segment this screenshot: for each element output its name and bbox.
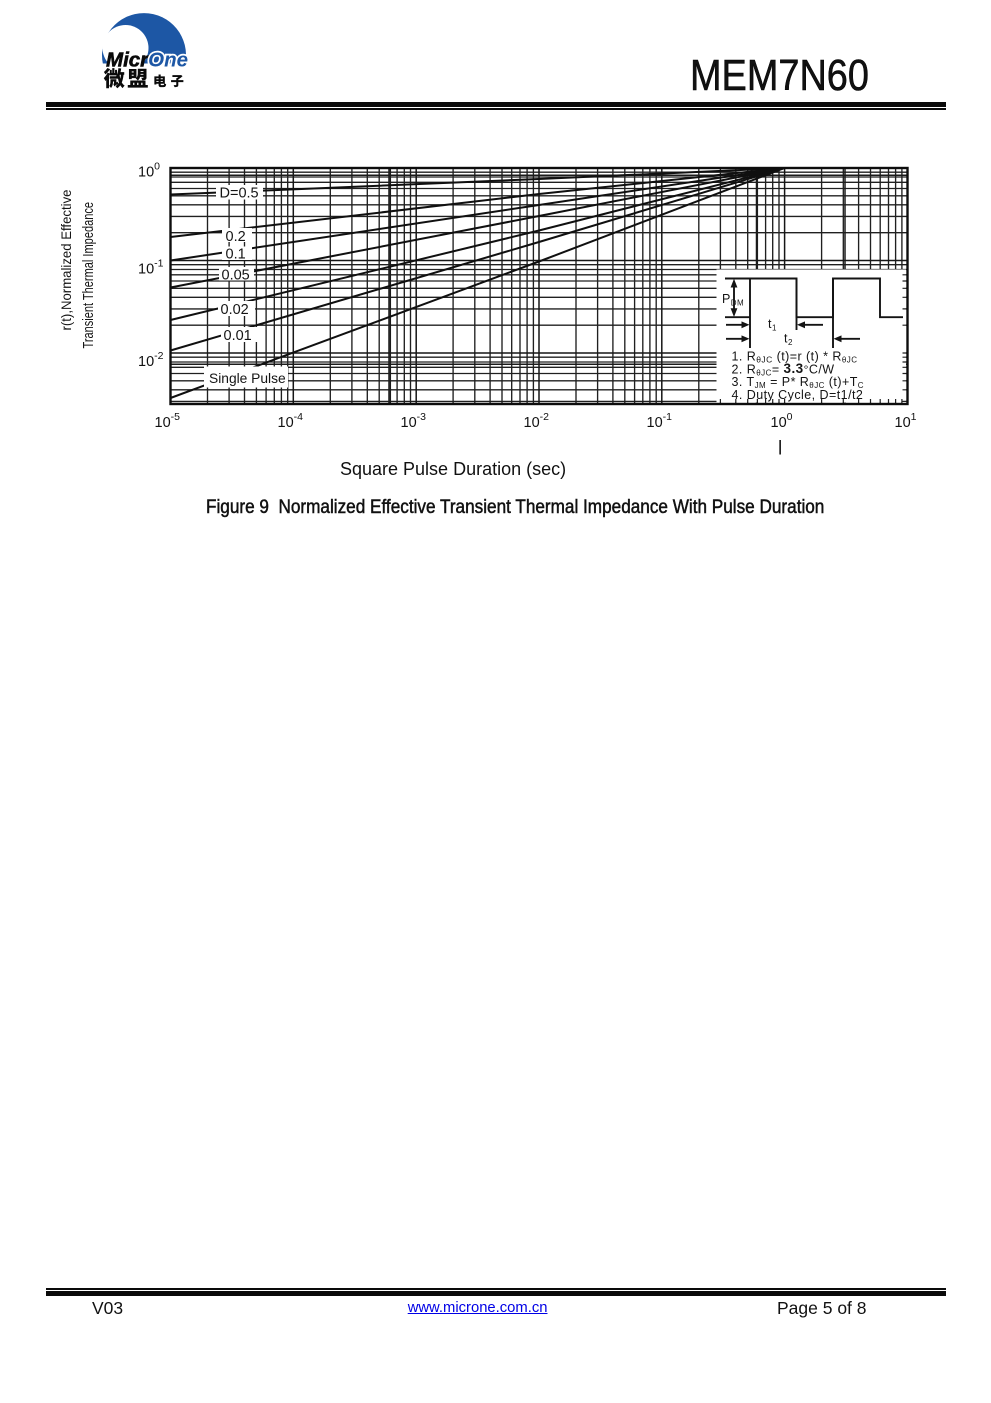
svg-text:t2: t2: [784, 332, 793, 348]
svg-text:0.1: 0.1: [226, 247, 246, 263]
svg-text:Single Pulse: Single Pulse: [209, 371, 286, 386]
svg-text:0.01: 0.01: [224, 328, 252, 344]
svg-text:101: 101: [895, 411, 917, 431]
svg-text:r(t),Normalized Effective: r(t),Normalized Effective: [58, 189, 74, 330]
svg-text:10-1: 10-1: [138, 258, 164, 278]
svg-text:Transient Thermal Impedance: Transient Thermal Impedance: [80, 202, 97, 349]
svg-text:MicrOne: MicrOne: [106, 49, 188, 72]
svg-text:10-2: 10-2: [138, 350, 164, 370]
svg-text:10-1: 10-1: [647, 411, 673, 431]
svg-text:10-2: 10-2: [524, 411, 550, 431]
svg-text:t1: t1: [768, 317, 777, 333]
svg-text:0.2: 0.2: [226, 229, 246, 245]
svg-text:100: 100: [138, 161, 160, 181]
svg-text:4. Duty Cycle, D=t1/t2: 4. Duty Cycle, D=t1/t2: [732, 388, 864, 402]
svg-text:10-5: 10-5: [155, 411, 181, 431]
svg-text:10-3: 10-3: [401, 411, 427, 431]
svg-text:0.02: 0.02: [221, 302, 249, 318]
svg-text:D=0.5: D=0.5: [220, 185, 259, 201]
svg-text:0.05: 0.05: [222, 267, 250, 283]
svg-text:10-4: 10-4: [278, 411, 304, 431]
svg-text:100: 100: [771, 411, 793, 431]
